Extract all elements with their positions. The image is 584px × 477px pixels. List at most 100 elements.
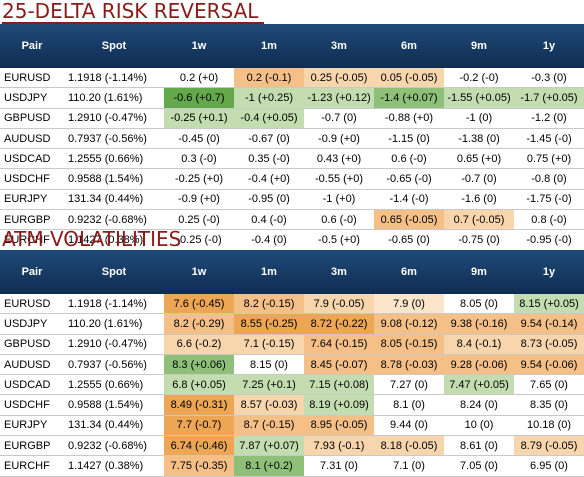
table-row: USDCAD 1.2555 (0.66%) 0.3 (-0) 0.35 (-0) 0.4… xyxy=(0,148,584,170)
value-cell: 0.3 (-0) xyxy=(164,148,234,170)
value-cell: -1.45 (-0) xyxy=(514,128,584,150)
table-row: AUDUSD 0.7937 (-0.56%) 8.3 (+0.06) 8.15 (0)… xyxy=(0,354,584,376)
value-cell: -1.55 (+0.05) xyxy=(444,87,514,109)
spot-cell: 131.34 (0.44%) xyxy=(64,415,164,437)
table-row: GBPUSD 1.2910 (-0.47%) -0.25 (+0.1) -0.4 (+… xyxy=(0,108,584,129)
value-cell: 9.38 (-0.16) xyxy=(444,313,514,335)
value-cell: -0.8 (0) xyxy=(514,168,584,190)
pair-cell: USDCHF xyxy=(0,168,64,190)
pair-cell: USDCHF xyxy=(0,394,64,416)
value-cell: 9.44 (0) xyxy=(374,415,444,437)
value-cell: 0.2 (+0) xyxy=(164,68,234,89)
value-cell: -0.9 (+0) xyxy=(304,128,374,150)
value-cell: -0.4 (+0.05) xyxy=(234,108,304,129)
rr-header-1w: 1w xyxy=(164,24,234,68)
atm-header-6m: 6m xyxy=(374,250,444,294)
value-cell: 7.15 (+0.08) xyxy=(304,374,374,396)
rr-header-spot: Spot xyxy=(64,24,164,68)
atm-header-1m: 1m xyxy=(234,250,304,294)
value-cell: 0.4 (-0) xyxy=(234,209,304,231)
value-cell: 8.57 (-0.03) xyxy=(234,394,304,416)
value-cell: -1 (+0) xyxy=(304,189,374,211)
value-cell: -0.4 (+0) xyxy=(234,168,304,190)
value-cell: 0.65 (+0) xyxy=(444,148,514,170)
value-cell: -1.2 (0) xyxy=(514,108,584,129)
value-cell: 9.54 (-0.06) xyxy=(514,354,584,376)
spot-cell: 1.1918 (-1.14%) xyxy=(64,68,164,89)
value-cell: 8.15 (+0.05) xyxy=(514,294,584,315)
pair-cell: EURGBP xyxy=(0,435,64,457)
table-row: USDJPY 110.20 (1.61%) 8.2 (-0.29) 8.55 (-0.… xyxy=(0,313,584,335)
value-cell: 8.55 (-0.25) xyxy=(234,313,304,335)
value-cell: -0.25 (-0) xyxy=(164,229,234,251)
spot-cell: 1.2910 (-0.47%) xyxy=(64,108,164,129)
table-row: EURCHF 1.1427 (0.38%) -0.25 (-0) -0.4 (0) -0… xyxy=(0,229,584,251)
value-cell: 0.35 (-0) xyxy=(234,148,304,170)
value-cell: 8.79 (-0.05) xyxy=(514,435,584,457)
pair-cell: EURUSD xyxy=(0,68,64,89)
pair-cell: AUDUSD xyxy=(0,354,64,376)
rr-table: Pair Spot 1w 1m 3m 6m 9m 1y EURUSD 1.1918 (-1.14… xyxy=(0,24,584,251)
pair-cell: USDJPY xyxy=(0,313,64,335)
pair-cell: GBPUSD xyxy=(0,334,64,355)
value-cell: -0.3 (0) xyxy=(514,68,584,89)
value-cell: 0.8 (-0) xyxy=(514,209,584,231)
value-cell: 7.93 (-0.1) xyxy=(304,435,374,457)
value-cell: 8.61 (0) xyxy=(444,435,514,457)
atm-header-pair: Pair xyxy=(0,250,64,294)
rr-header-9m: 9m xyxy=(444,24,514,68)
value-cell: -0.95 (0) xyxy=(234,189,304,211)
pair-cell: USDCAD xyxy=(0,374,64,396)
rr-header-6m: 6m xyxy=(374,24,444,68)
value-cell: 7.64 (-0.15) xyxy=(304,334,374,355)
value-cell: 6.8 (+0.05) xyxy=(164,374,234,396)
atm-header-9m: 9m xyxy=(444,250,514,294)
value-cell: 7.65 (0) xyxy=(514,374,584,396)
value-cell: 7.31 (0) xyxy=(304,455,374,477)
spot-cell: 110.20 (1.61%) xyxy=(64,87,164,109)
value-cell: 7.1 (-0.15) xyxy=(234,334,304,355)
value-cell: 7.75 (-0.35) xyxy=(164,455,234,477)
value-cell: 7.7 (-0.7) xyxy=(164,415,234,437)
value-cell: 7.1 (0) xyxy=(374,455,444,477)
value-cell: -0.65 (-0) xyxy=(374,168,444,190)
value-cell: 7.47 (+0.05) xyxy=(444,374,514,396)
spot-cell: 110.20 (1.61%) xyxy=(64,313,164,335)
spot-cell: 0.9588 (1.54%) xyxy=(64,394,164,416)
value-cell: 0.25 (-0.05) xyxy=(304,68,374,89)
value-cell: 8.78 (-0.03) xyxy=(374,354,444,376)
spot-cell: 1.2910 (-0.47%) xyxy=(64,334,164,355)
value-cell: -0.75 (0) xyxy=(444,229,514,251)
value-cell: 7.6 (-0.45) xyxy=(164,294,234,315)
value-cell: -0.25 (+0.1) xyxy=(164,108,234,129)
value-cell: 0.7 (-0.05) xyxy=(444,209,514,231)
value-cell: -0.7 (0) xyxy=(304,108,374,129)
value-cell: -0.67 (0) xyxy=(234,128,304,150)
value-cell: 9.28 (-0.06) xyxy=(444,354,514,376)
value-cell: 8.95 (-0.05) xyxy=(304,415,374,437)
spot-cell: 1.2555 (0.66%) xyxy=(64,148,164,170)
value-cell: 8.05 (-0.15) xyxy=(374,334,444,355)
spot-cell: 131.34 (0.44%) xyxy=(64,189,164,211)
value-cell: 9.08 (-0.12) xyxy=(374,313,444,335)
value-cell: 8.2 (-0.29) xyxy=(164,313,234,335)
value-cell: 8.35 (0) xyxy=(514,394,584,416)
value-cell: -0.45 (0) xyxy=(164,128,234,150)
value-cell: -0.4 (0) xyxy=(234,229,304,251)
spot-cell: 0.7937 (-0.56%) xyxy=(64,128,164,150)
value-cell: -0.6 (+0.7) xyxy=(164,87,234,109)
value-cell: 8.19 (+0.09) xyxy=(304,394,374,416)
pair-cell: EURGBP xyxy=(0,209,64,231)
atm-header-3m: 3m xyxy=(304,250,374,294)
value-cell: 0.43 (+0) xyxy=(304,148,374,170)
table-row: USDCHF 0.9588 (1.54%) 8.49 (-0.31) 8.57 (-0… xyxy=(0,394,584,416)
value-cell: 8.72 (-0.22) xyxy=(304,313,374,335)
value-cell: -1.6 (0) xyxy=(444,189,514,211)
value-cell: -1.23 (+0.12) xyxy=(304,87,374,109)
value-cell: -1 (0) xyxy=(444,108,514,129)
table-row: USDCAD 1.2555 (0.66%) 6.8 (+0.05) 7.25 (+0.… xyxy=(0,374,584,396)
spot-cell: 0.7937 (-0.56%) xyxy=(64,354,164,376)
value-cell: 7.9 (0) xyxy=(374,294,444,315)
pair-cell: EURJPY xyxy=(0,415,64,437)
pair-cell: AUDUSD xyxy=(0,128,64,150)
